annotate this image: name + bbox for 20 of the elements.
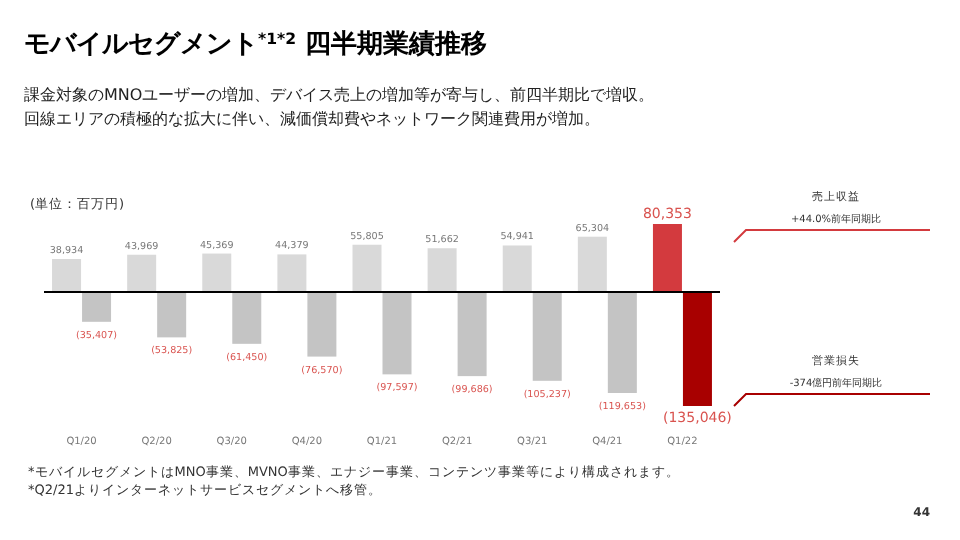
bar xyxy=(52,259,82,292)
bar xyxy=(652,224,682,292)
bar xyxy=(457,291,487,377)
bar xyxy=(307,291,337,357)
bar xyxy=(82,291,112,322)
bar xyxy=(202,253,232,292)
bar xyxy=(427,248,457,292)
chart-subtitle: 課金対象のMNOユーザーの増加、デバイス売上の増加等が寄与し、前四半期比で増収。回線エリアの積極的な拡大に伴い、減価償却費やネットワーク関連費用が増加。 xyxy=(24,84,657,132)
chart-title: モバイルセグメント$^{*1*2}$ 四半期業績推移 xyxy=(24,29,488,60)
bar xyxy=(502,245,532,292)
bar xyxy=(607,291,637,393)
bar xyxy=(127,254,157,292)
bar xyxy=(352,244,382,292)
bar xyxy=(532,291,562,381)
bar xyxy=(382,291,412,375)
bar xyxy=(682,291,712,406)
bar xyxy=(157,291,187,338)
bar xyxy=(577,236,607,292)
bar xyxy=(232,291,262,344)
bar xyxy=(277,254,307,292)
